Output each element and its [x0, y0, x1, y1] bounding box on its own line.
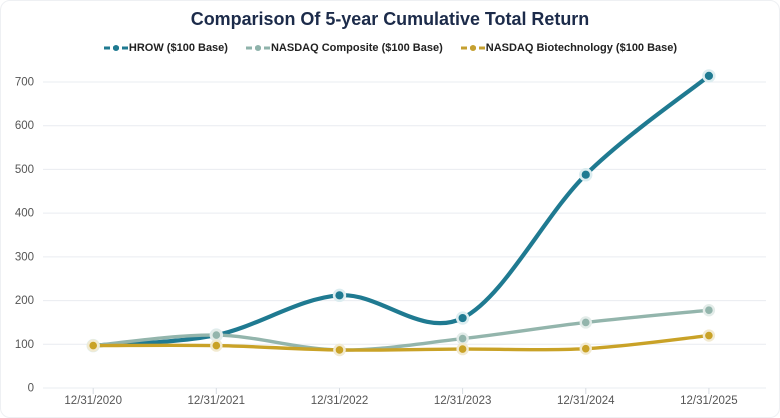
svg-text:600: 600 [15, 120, 34, 132]
svg-text:700: 700 [15, 77, 34, 89]
svg-text:200: 200 [15, 295, 34, 307]
svg-text:500: 500 [15, 164, 34, 176]
svg-text:0: 0 [28, 383, 34, 395]
svg-text:12/31/2020: 12/31/2020 [64, 395, 122, 407]
svg-text:100: 100 [15, 339, 34, 351]
svg-text:12/31/2025: 12/31/2025 [680, 395, 738, 407]
svg-text:400: 400 [15, 208, 34, 220]
svg-text:12/31/2024: 12/31/2024 [557, 395, 615, 407]
svg-text:300: 300 [15, 251, 34, 263]
svg-text:12/31/2021: 12/31/2021 [188, 395, 246, 407]
svg-text:12/31/2022: 12/31/2022 [311, 395, 369, 407]
svg-text:12/31/2023: 12/31/2023 [434, 395, 492, 407]
